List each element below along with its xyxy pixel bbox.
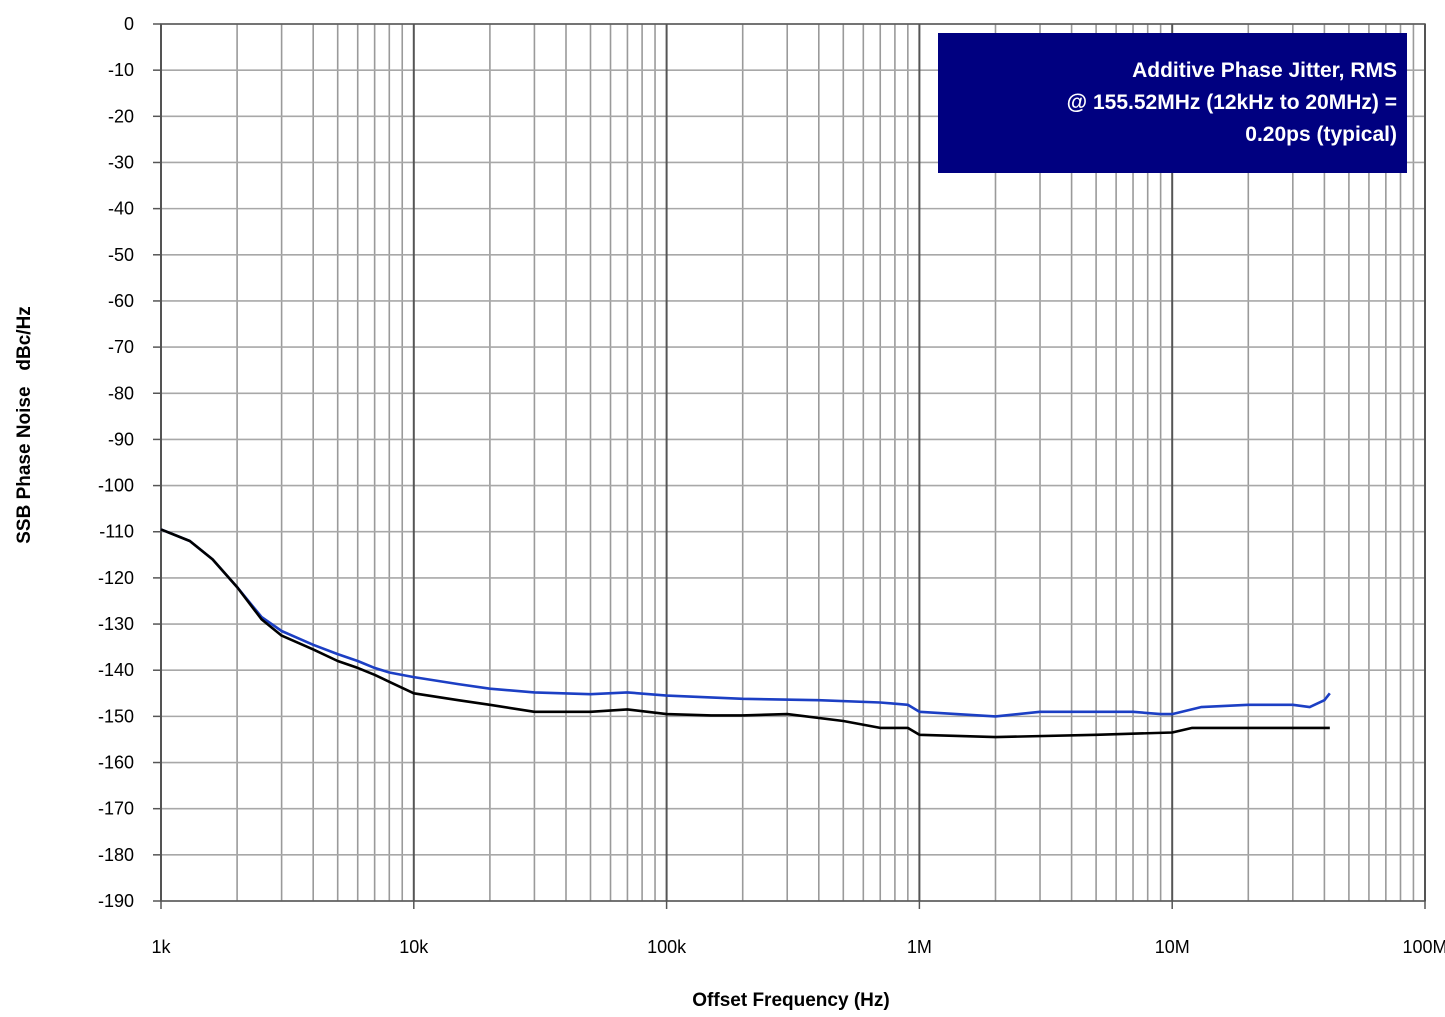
y-tick-label: -180 [98, 845, 134, 865]
annotation-line-1: Additive Phase Jitter, RMS [1132, 59, 1397, 82]
plot-frame [160, 23, 1426, 902]
y-tick-label: -20 [108, 106, 134, 126]
x-axis-title: Offset Frequency (Hz) [692, 990, 889, 1011]
y-tick-label: 0 [124, 14, 134, 34]
minor-gridlines [161, 23, 1425, 902]
y-tick-label: -150 [98, 706, 134, 726]
y-tick-label: -40 [108, 199, 134, 219]
y-tick-label: -160 [98, 753, 134, 773]
y-tick-label: -190 [98, 891, 134, 911]
y-tick-label: -110 [99, 522, 134, 542]
y-tick-label: -170 [98, 799, 134, 819]
series-line-2 [160, 528, 1330, 739]
y-tick-label: -30 [108, 152, 134, 172]
y-tick-labels: 0 -10 -20 -30 -40 -50 -60 -70 -80 -90 -100 -110 -120… [98, 14, 161, 911]
series-layer [160, 528, 1331, 739]
y-tick-label: -130 [98, 614, 134, 634]
y-tick-label: -100 [98, 476, 134, 496]
x-tick-labels: 1k 10k 100k 1M 10M 100M [151, 901, 1445, 957]
y-tick-label: -80 [108, 383, 134, 403]
y-tick-label: -60 [108, 291, 134, 311]
x-tick-label: 10M [1155, 937, 1190, 957]
x-tick-label: 100k [647, 937, 687, 957]
y-axis-title: SSB Phase Noise dBc/Hz [14, 306, 35, 544]
y-tick-label: -140 [98, 660, 134, 680]
x-tick-label: 1M [907, 937, 932, 957]
x-tick-label: 100M [1402, 937, 1445, 957]
annotation-line-2: @ 155.52MHz (12kHz to 20MHz) = [1066, 91, 1397, 114]
y-tick-label: -90 [108, 429, 134, 449]
x-tick-label: 10k [399, 937, 429, 957]
series-line-1 [160, 528, 1331, 718]
y-tick-label: -50 [108, 245, 134, 265]
x-tick-label: 1k [151, 937, 171, 957]
annotation-line-3: 0.20ps (typical) [1245, 123, 1397, 146]
y-tick-label: -10 [108, 60, 134, 80]
y-tick-label: -120 [98, 568, 134, 588]
y-tick-label: -70 [108, 337, 134, 357]
jitter-annotation-box: Additive Phase Jitter, RMS @ 155.52MHz (… [938, 33, 1407, 173]
